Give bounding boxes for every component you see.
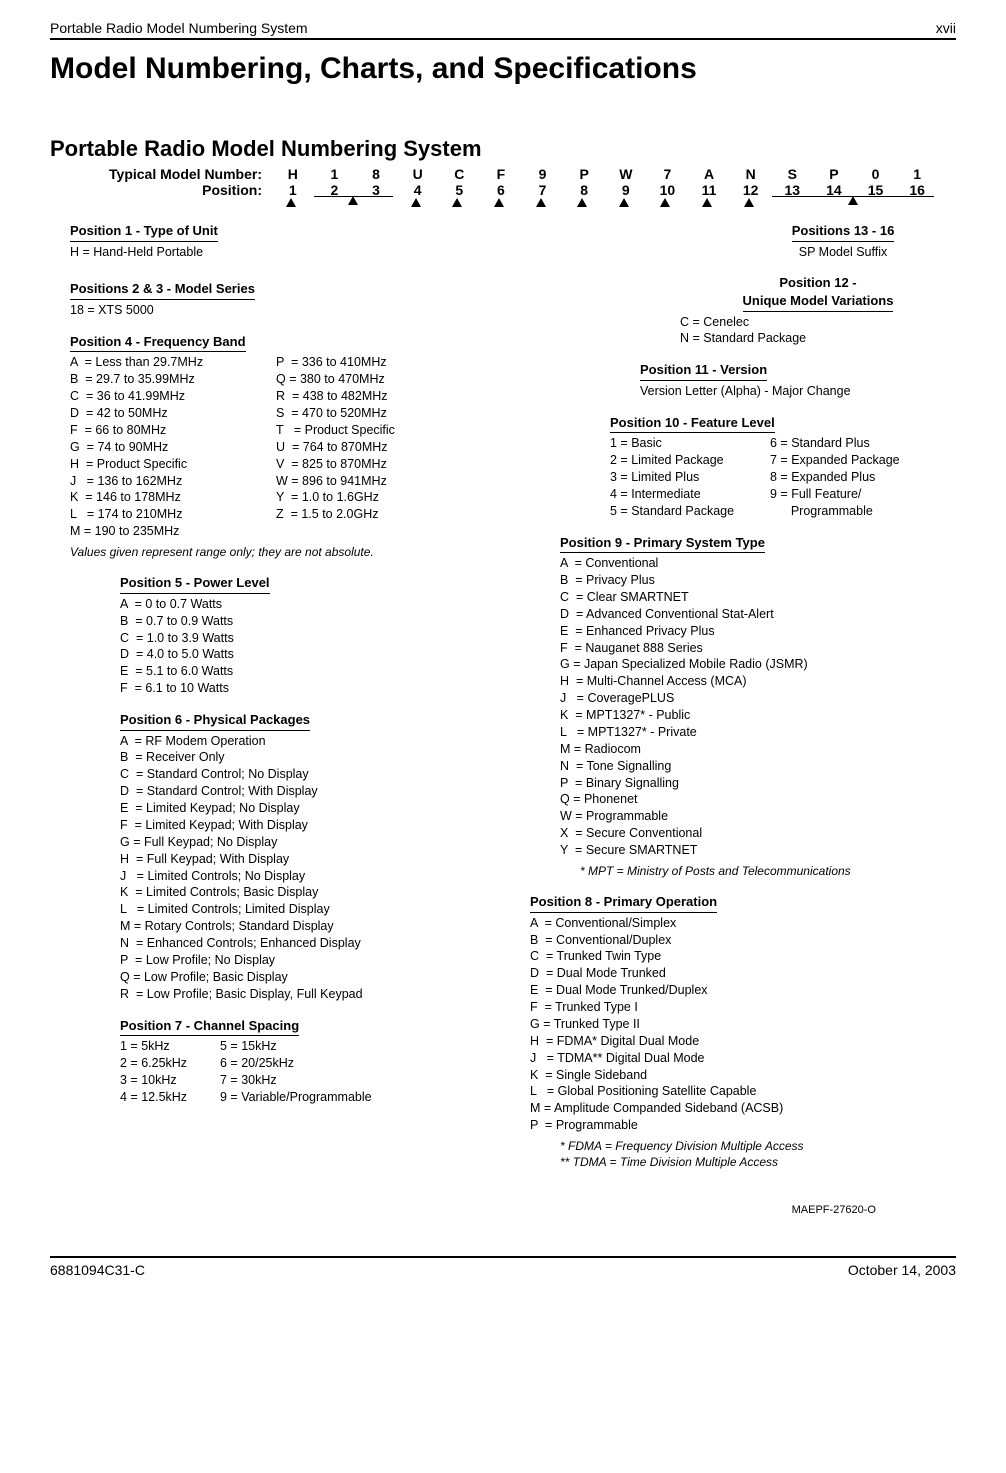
pos6-block: Position 6 - Physical Packages A = RF Mo… xyxy=(70,711,490,1003)
pos8-title: Position 8 - Primary Operation xyxy=(530,893,717,913)
pos7-right: 5 = 15kHz 6 = 20/25kHz 7 = 30kHz 9 = Var… xyxy=(220,1038,420,1106)
section-subtitle: Portable Radio Model Numbering System xyxy=(50,136,956,162)
pos10-right: 6 = Standard Plus 7 = Expanded Package 8… xyxy=(770,435,950,519)
pos8-lines: A = Conventional/Simplex B = Conventiona… xyxy=(530,915,956,1134)
pos23-title: Positions 2 & 3 - Model Series xyxy=(70,280,255,300)
pos1316-title: Positions 13 - 16 xyxy=(792,222,895,242)
pos5-title: Position 5 - Power Level xyxy=(120,574,270,594)
pos1316-block: Positions 13 - 16 SP Model Suffix xyxy=(610,222,956,260)
footer-left: 6881094C31-C xyxy=(50,1262,145,1278)
footer-right: October 14, 2003 xyxy=(848,1262,956,1278)
pos4-note: Values given represent range only; they … xyxy=(70,544,490,560)
pos9-lines: A = Conventional B = Privacy Plus C = Cl… xyxy=(560,555,956,859)
pos12-block: Position 12 -Unique Model Variations C =… xyxy=(610,274,956,347)
pos4-right: P = 336 to 410MHz Q = 380 to 470MHz R = … xyxy=(276,354,476,540)
model-label: Typical Model Number: xyxy=(60,166,270,182)
pos1-title: Position 1 - Type of Unit xyxy=(70,222,218,242)
pos4-left: A = Less than 29.7MHz B = 29.7 to 35.99M… xyxy=(70,354,270,540)
pos9-title: Position 9 - Primary System Type xyxy=(560,534,765,554)
maepf-code: MAEPF-27620-O xyxy=(50,1204,956,1216)
pos10-left: 1 = Basic 2 = Limited Package 3 = Limite… xyxy=(610,435,770,519)
pos4-block: Position 4 - Frequency Band A = Less tha… xyxy=(70,333,490,560)
pos11-title: Position 11 - Version xyxy=(640,361,767,381)
pos11-line: Version Letter (Alpha) - Major Change xyxy=(640,384,851,398)
pos8-note1: * FDMA = Frequency Division Multiple Acc… xyxy=(560,1138,956,1154)
pos7-title: Position 7 - Channel Spacing xyxy=(120,1017,299,1037)
pos5-block: Position 5 - Power Level A = 0 to 0.7 Wa… xyxy=(70,574,490,697)
pos10-block: Position 10 - Feature Level 1 = Basic 2 … xyxy=(610,414,956,520)
pos10-title: Position 10 - Feature Level xyxy=(610,414,775,434)
pos1-block: Position 1 - Type of Unit H = Hand-Held … xyxy=(70,222,490,260)
pos1-line: H = Hand-Held Portable xyxy=(70,245,203,259)
pos6-lines: A = RF Modem Operation B = Receiver Only… xyxy=(120,733,490,1003)
pos12-title: Position 12 -Unique Model Variations xyxy=(743,274,894,311)
pos23-block: Positions 2 & 3 - Model Series 18 = XTS … xyxy=(70,280,490,318)
position-label: Position: xyxy=(60,182,270,198)
pos5-lines: A = 0 to 0.7 Watts B = 0.7 to 0.9 Watts … xyxy=(120,596,490,697)
arrow-indicators xyxy=(60,198,936,216)
pos6-title: Position 6 - Physical Packages xyxy=(120,711,310,731)
pos9-note: * MPT = Ministry of Posts and Telecommun… xyxy=(560,863,956,879)
pos7-left: 1 = 5kHz 2 = 6.25kHz 3 = 10kHz 4 = 12.5k… xyxy=(120,1038,220,1106)
pos4-title: Position 4 - Frequency Band xyxy=(70,333,246,353)
pos12-lines: C = Cenelec N = Standard Package xyxy=(680,314,956,348)
header-left: Portable Radio Model Numbering System xyxy=(50,20,308,36)
pos7-block: Position 7 - Channel Spacing 1 = 5kHz 2 … xyxy=(70,1017,490,1106)
pos23-line: 18 = XTS 5000 xyxy=(70,303,154,317)
pos1316-line: SP Model Suffix xyxy=(799,245,887,259)
pos9-block: Position 9 - Primary System Type A = Con… xyxy=(530,534,956,879)
header-right: xvii xyxy=(936,20,956,36)
page-title: Model Numbering, Charts, and Specificati… xyxy=(50,52,956,86)
pos11-block: Position 11 - Version Version Letter (Al… xyxy=(610,361,956,399)
model-number-row: Typical Model Number: H 1 8 U C F 9 P W … xyxy=(60,166,936,182)
pos8-block: Position 8 - Primary Operation A = Conve… xyxy=(530,893,956,1170)
pos8-note2: ** TDMA = Time Division Multiple Access xyxy=(560,1154,956,1170)
